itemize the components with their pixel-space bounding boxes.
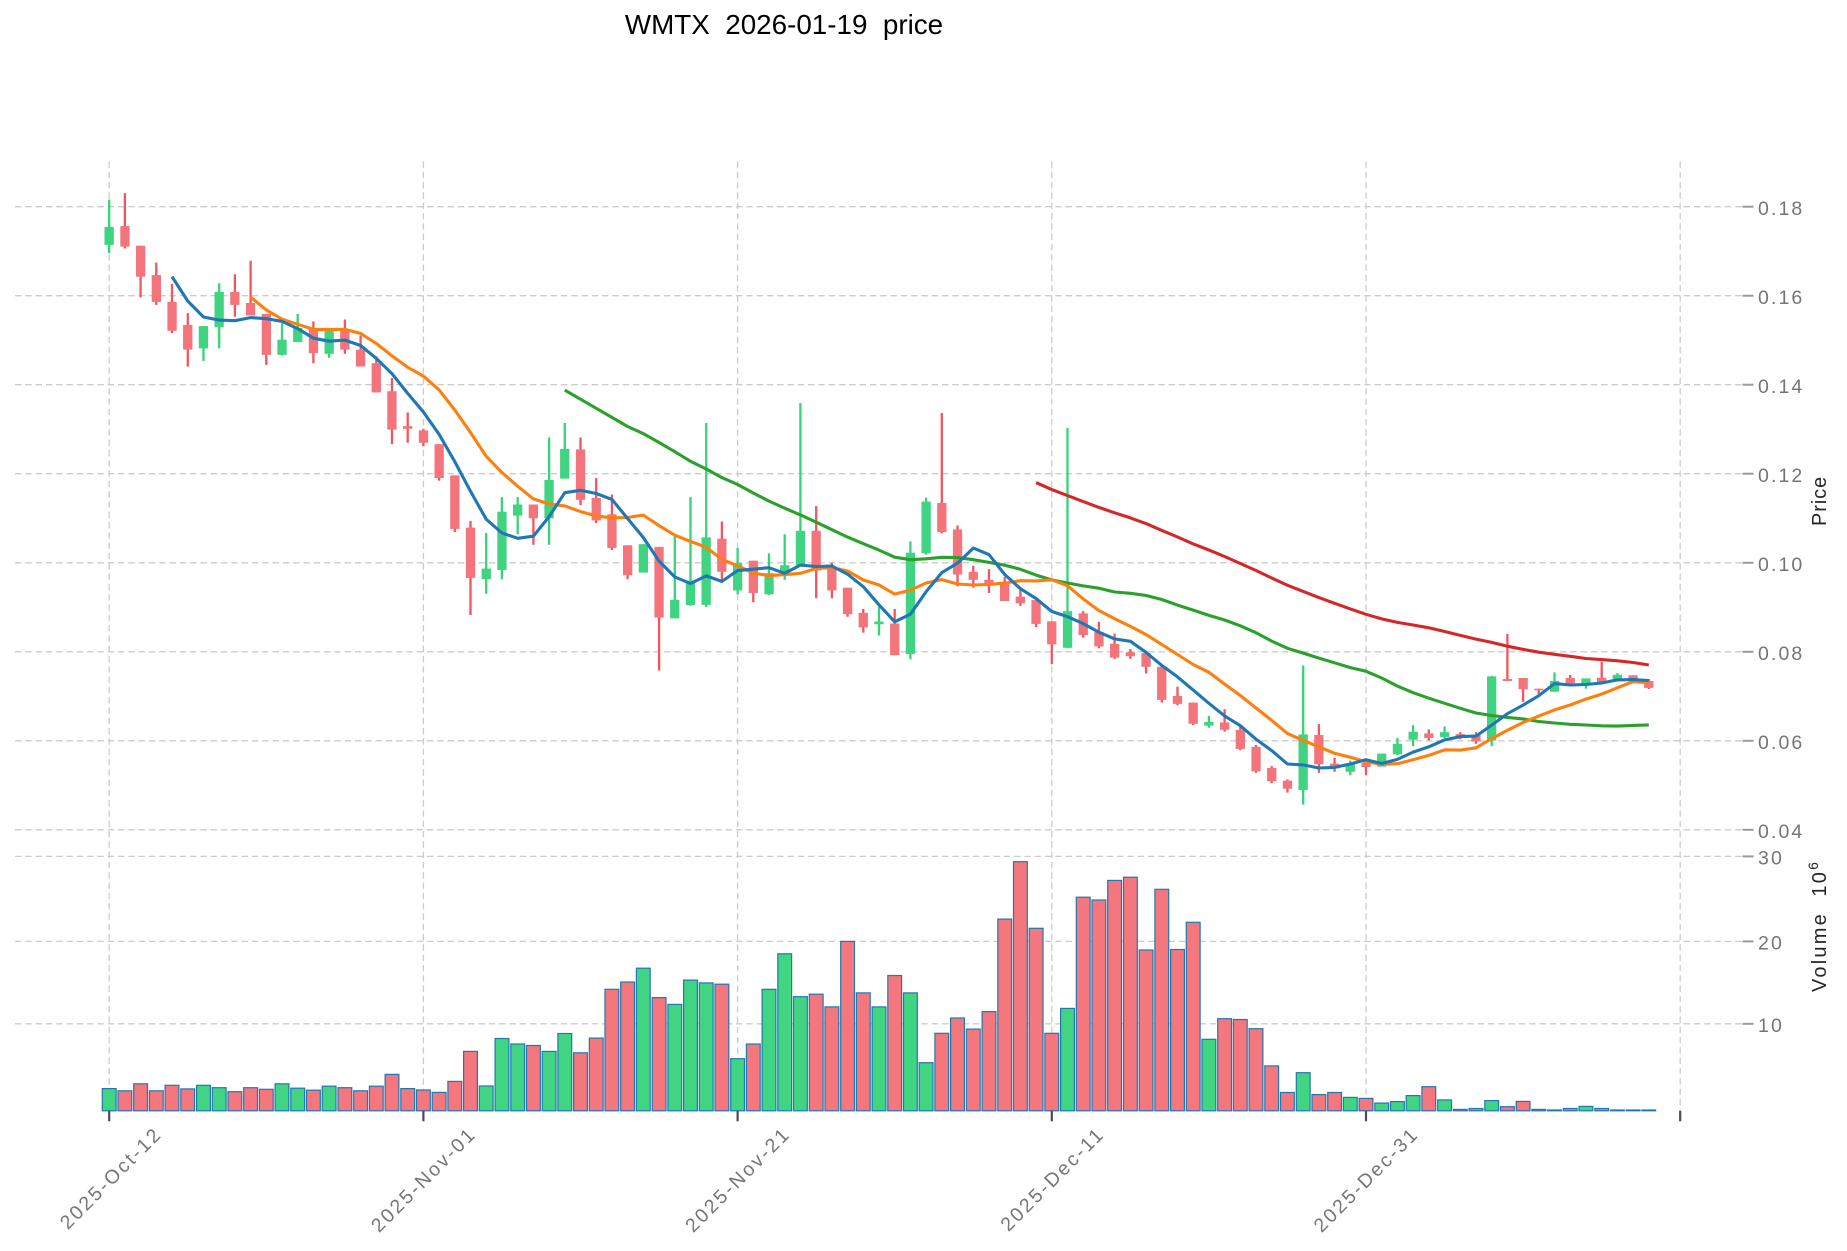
svg-text:0.04: 0.04 [1758, 821, 1804, 843]
svg-text:20: 20 [1758, 933, 1784, 955]
svg-text:Volume 106: Volume 106 [1805, 860, 1831, 992]
svg-text:WMTX 2026-01-19 price: WMTX 2026-01-19 price [625, 9, 943, 40]
svg-text:0.16: 0.16 [1758, 287, 1804, 309]
svg-text:0.14: 0.14 [1758, 376, 1804, 398]
svg-text:30: 30 [1758, 848, 1784, 870]
svg-text:0.10: 0.10 [1758, 554, 1804, 576]
svg-text:0.08: 0.08 [1758, 643, 1804, 665]
svg-text:0.18: 0.18 [1758, 198, 1804, 220]
svg-text:0.06: 0.06 [1758, 732, 1804, 754]
svg-text:Price: Price [1809, 476, 1831, 526]
svg-text:10: 10 [1758, 1015, 1784, 1037]
svg-text:0.12: 0.12 [1758, 465, 1804, 487]
